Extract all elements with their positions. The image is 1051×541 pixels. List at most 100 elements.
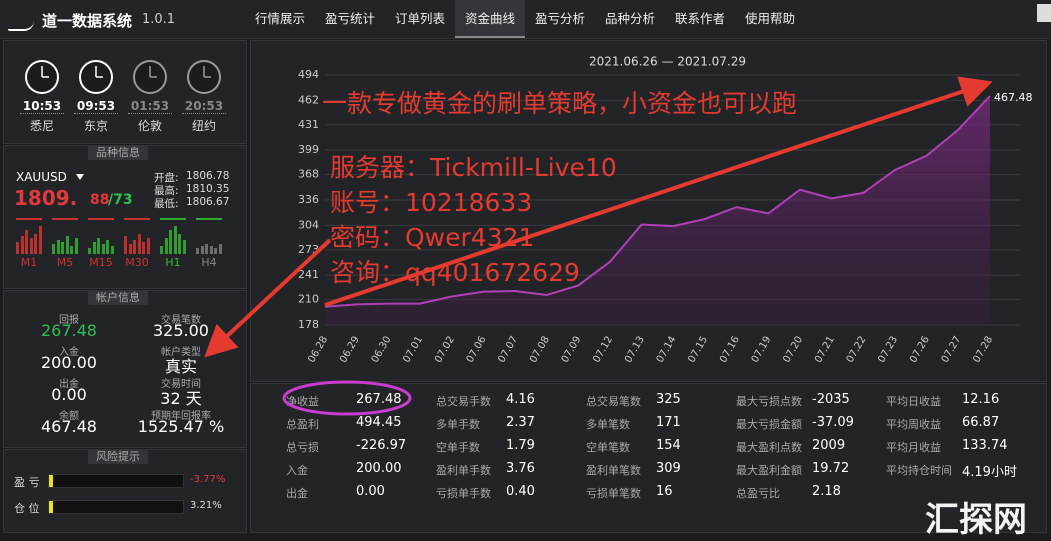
symbol-name: XAUUSD [16,170,67,184]
nav-tab[interactable]: 订单列表 [394,11,445,26]
price-sub: 88 [90,192,110,208]
panel-title: 帐户信息 [88,290,148,305]
x-tick-label: 07.20 [781,335,805,365]
account-value: 0.00 [51,385,87,404]
tf-bar [182,240,186,254]
tf-bar [137,234,141,254]
stat-value: 0.00 [356,484,385,499]
stat-label: 平均日收益 [886,395,941,408]
timeframe[interactable]: M30 [125,256,149,269]
nav-tab[interactable]: 联系作者 [674,11,725,26]
clock-time: 10:53 [20,99,64,114]
x-tick-label: 07.01 [401,335,425,365]
tf-bar [74,238,78,254]
stat-value: 19.72 [812,461,850,476]
tf-bar [16,242,19,254]
nav-tab[interactable]: 盈亏统计 [324,11,375,26]
x-tick-label: 07.26 [908,335,932,365]
timeframe[interactable]: M15 [89,256,113,269]
tf-bar [61,242,64,254]
clock-face [25,60,59,94]
y-tick-label: 273 [298,243,319,256]
tf-bar [128,244,132,254]
account-value: 267.48 [41,321,97,340]
account-label: 交易笔数 [161,315,201,326]
quote-label: 开盘: [154,172,179,184]
clock-time: 20:53 [182,99,226,114]
stat-label: 入金 [286,464,308,477]
x-tick-label: 07.16 [718,334,742,364]
timeframe[interactable]: H4 [201,256,217,269]
stat-label: 净收益 [286,395,319,408]
tf-bar [70,246,73,254]
x-tick-label: 07.09 [560,335,584,365]
y-tick-label: 178 [298,318,319,331]
x-tick-label: 07.28 [971,335,995,365]
tf-bar [214,248,217,254]
tf-bar [178,234,181,254]
x-tick-label: 07.27 [940,335,964,365]
timeframe[interactable]: M1 [20,256,38,269]
tf-line [124,218,150,220]
stat-label: 总交易手数 [436,395,491,408]
tf-bar [92,242,96,254]
symbol-panel: 品种信息 XAUUSD 1809. 88/73 开盘: 1806.78 最高: 1810.35… [3,145,247,289]
dropdown-arrow[interactable] [76,174,84,180]
x-tick-label: 07.02 [433,335,457,365]
risk-label: 盈 亏 [14,476,40,489]
app-name: 道一数据系统 [42,12,133,30]
tf-bar [88,248,91,254]
stat-value: 267.48 [356,392,402,407]
tf-bar [101,244,105,254]
timeframe[interactable]: H1 [165,256,181,269]
x-tick-label: 07.15 [686,335,710,365]
tf-bar [29,238,33,254]
stat-label: 总亏损 [286,441,319,454]
y-tick-label: 210 [298,293,319,306]
account-value: 200.00 [41,353,97,372]
annotation-headline: 一款专做黄金的刷单策略，小资金也可以跑 [322,89,798,118]
stat-label: 盈利单手数 [436,464,491,477]
tf-line [88,218,114,220]
x-tick-label: 06.30 [370,335,394,365]
stat-value: 494.45 [356,415,402,430]
stat-value: 4.19小时 [962,465,1017,480]
nav-tab[interactable]: 品种分析 [604,11,655,26]
tf-bar [20,236,24,254]
stat-label: 空单笔数 [586,441,630,454]
quote-value: 1806.78 [186,170,230,182]
nav-tab[interactable]: 盈亏分析 [534,11,585,26]
clock-time: 09:53 [74,99,118,114]
stat-label: 最大亏损点数 [736,395,802,408]
nav-tab[interactable]: 使用帮助 [744,11,795,26]
y-tick-label: 431 [298,118,319,131]
stat-value: 2009 [812,438,846,453]
clock-city: 东京 [83,119,108,133]
tf-bar [160,246,163,254]
chart-title: 2021.06.26 — 2021.07.29 [589,55,746,69]
annotation-line: 账号：10218633 [330,188,533,217]
stat-label: 总交易笔数 [586,395,641,408]
stat-label: 最大亏损金额 [736,418,802,431]
nav-tab[interactable]: 行情展示 [254,11,305,26]
tf-line [16,218,42,220]
x-tick-label: 06.28 [306,335,330,365]
tf-bar [52,244,55,254]
timeframe[interactable]: M5 [56,256,74,269]
risk-label: 仓 位 [14,502,40,515]
x-tick-label: 07.14 [655,335,679,365]
stat-label: 出金 [286,487,308,500]
stat-value: 3.76 [506,461,535,476]
nav-tab[interactable]: 资金曲线 [455,0,525,38]
tf-line [196,218,222,220]
quote-label: 最低: [154,198,179,210]
clock-city: 伦敦 [137,119,162,133]
stat-value: 133.74 [962,438,1008,453]
watermark: 汇探网 [925,500,1027,540]
risk-value: 3.21% [190,500,222,511]
stat-value: 200.00 [356,461,402,476]
account-label: 帐户类型 [161,347,201,358]
stat-value: 1.79 [506,438,535,453]
stat-value: 325 [656,392,681,407]
